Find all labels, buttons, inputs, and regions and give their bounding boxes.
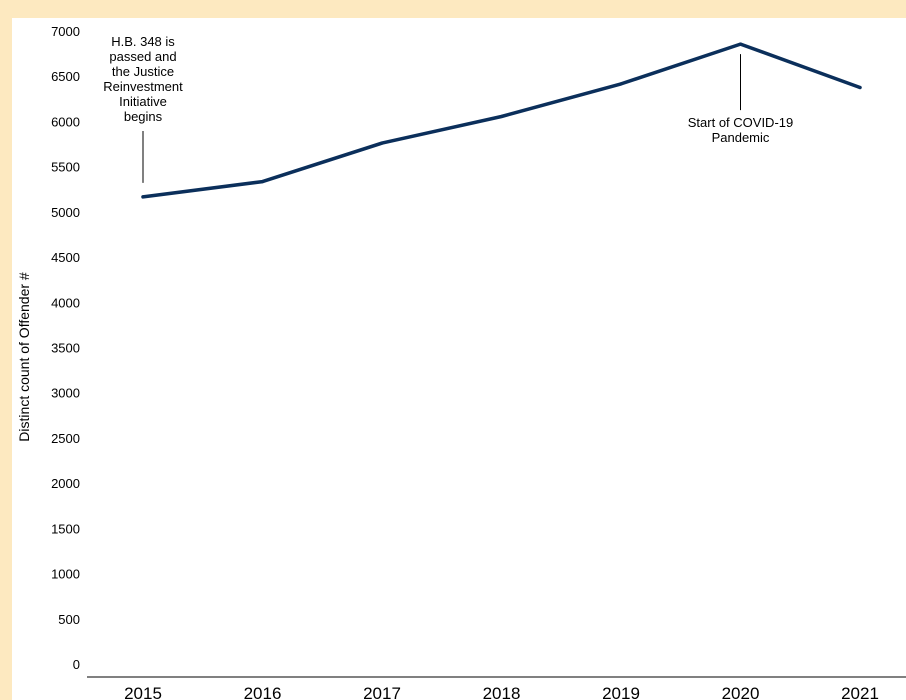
annotation-line: Initiative [119, 94, 167, 109]
annotation-line: Reinvestment [103, 79, 183, 94]
x-tick-label: 2017 [363, 684, 401, 700]
annotation-line: H.B. 348 is [111, 34, 175, 49]
y-tick-label: 1500 [51, 521, 80, 536]
x-tick-label: 2016 [244, 684, 282, 700]
data-point [141, 195, 145, 199]
x-tick-label: 2018 [483, 684, 521, 700]
y-tick-label: 7000 [51, 24, 80, 39]
annotation-layer: H.B. 348 is passed and the Justice Reinvest… [103, 34, 793, 183]
annotation-line: the Justice [112, 64, 174, 79]
line-chart: 0 500 1000 1500 2000 2500 3000 3500 4000 4500 5000… [16, 24, 906, 700]
y-tick-label: 2000 [51, 476, 80, 491]
chart-frame: 0 500 1000 1500 2000 2500 3000 3500 4000 4500 5000… [12, 18, 906, 700]
annotation-text: Start of COVID-19 Pandemic [688, 115, 793, 145]
y-tick-label: 5500 [51, 160, 80, 175]
data-point [260, 179, 265, 184]
annotation-text: H.B. 348 is passed and the Justice Reinvest… [103, 34, 183, 124]
y-tick-label: 500 [58, 612, 80, 627]
y-tick-label: 6000 [51, 114, 80, 129]
annotation-line: passed and [109, 49, 176, 64]
y-axis-label: Distinct count of Offender # [16, 272, 32, 442]
y-tick-label: 6500 [51, 69, 80, 84]
annotation-line: begins [124, 109, 163, 124]
series-layer [141, 42, 862, 199]
x-axis: 2015 2016 2017 2018 2019 2020 2021 [87, 676, 906, 700]
y-tick-label: 1000 [51, 567, 80, 582]
annotation-line: Start of COVID-19 [688, 115, 793, 130]
y-tick-label: 4000 [51, 295, 80, 310]
annotation-line: Pandemic [712, 130, 770, 145]
data-point [619, 82, 623, 86]
x-tick-label: 2019 [602, 684, 640, 700]
y-tick-label: 4500 [51, 250, 80, 265]
data-point [499, 114, 504, 119]
y-tick-label: 0 [73, 657, 80, 672]
y-tick-label: 2500 [51, 431, 80, 446]
y-tick-label: 3000 [51, 386, 80, 401]
data-point [738, 42, 743, 46]
x-tick-label: 2021 [841, 684, 879, 700]
x-tick-label: 2020 [722, 684, 760, 700]
x-tick-label: 2015 [124, 684, 162, 700]
y-tick-label: 5000 [51, 205, 80, 220]
y-tick-label: 3500 [51, 341, 80, 356]
y-axis: 0 500 1000 1500 2000 2500 3000 3500 4000 4500 5000… [51, 24, 80, 672]
data-point [380, 141, 384, 145]
data-point [858, 85, 862, 90]
